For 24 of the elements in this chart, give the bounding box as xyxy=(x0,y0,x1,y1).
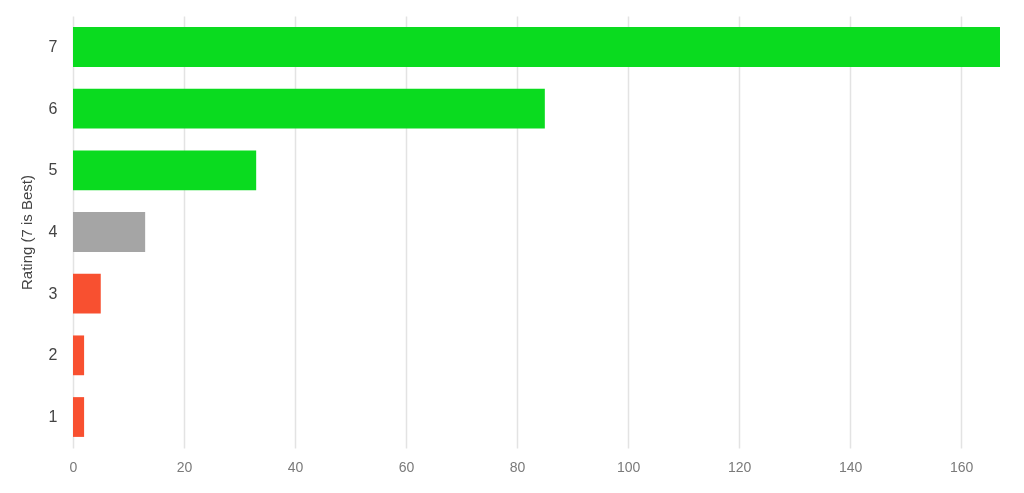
bar xyxy=(73,27,1000,67)
y-axis-title: Rating (7 is Best) xyxy=(17,174,35,291)
x-tick-label: 60 xyxy=(398,458,415,475)
x-tick-label: 100 xyxy=(616,458,641,475)
bar xyxy=(73,150,257,191)
bar xyxy=(73,397,85,437)
bar xyxy=(73,273,101,314)
x-tick-label: 160 xyxy=(949,458,974,475)
y-tick-label: 6 xyxy=(48,99,58,117)
y-tick-label: 5 xyxy=(48,161,58,179)
y-tick-label: 1 xyxy=(48,408,58,426)
x-tick-label: 80 xyxy=(509,458,526,475)
x-tick-label: 120 xyxy=(727,458,752,475)
y-tick-label: 2 xyxy=(48,346,58,364)
bar xyxy=(73,212,146,252)
y-tick-label: 7 xyxy=(48,37,58,55)
x-tick-label: 40 xyxy=(287,458,304,475)
bar xyxy=(73,335,85,376)
bar xyxy=(73,88,545,129)
x-tick-label: 20 xyxy=(176,458,193,475)
x-tick-label: 0 xyxy=(69,458,78,475)
x-tick-label: 140 xyxy=(838,458,863,475)
y-tick-label: 3 xyxy=(48,284,58,302)
y-tick-label: 4 xyxy=(48,223,58,240)
